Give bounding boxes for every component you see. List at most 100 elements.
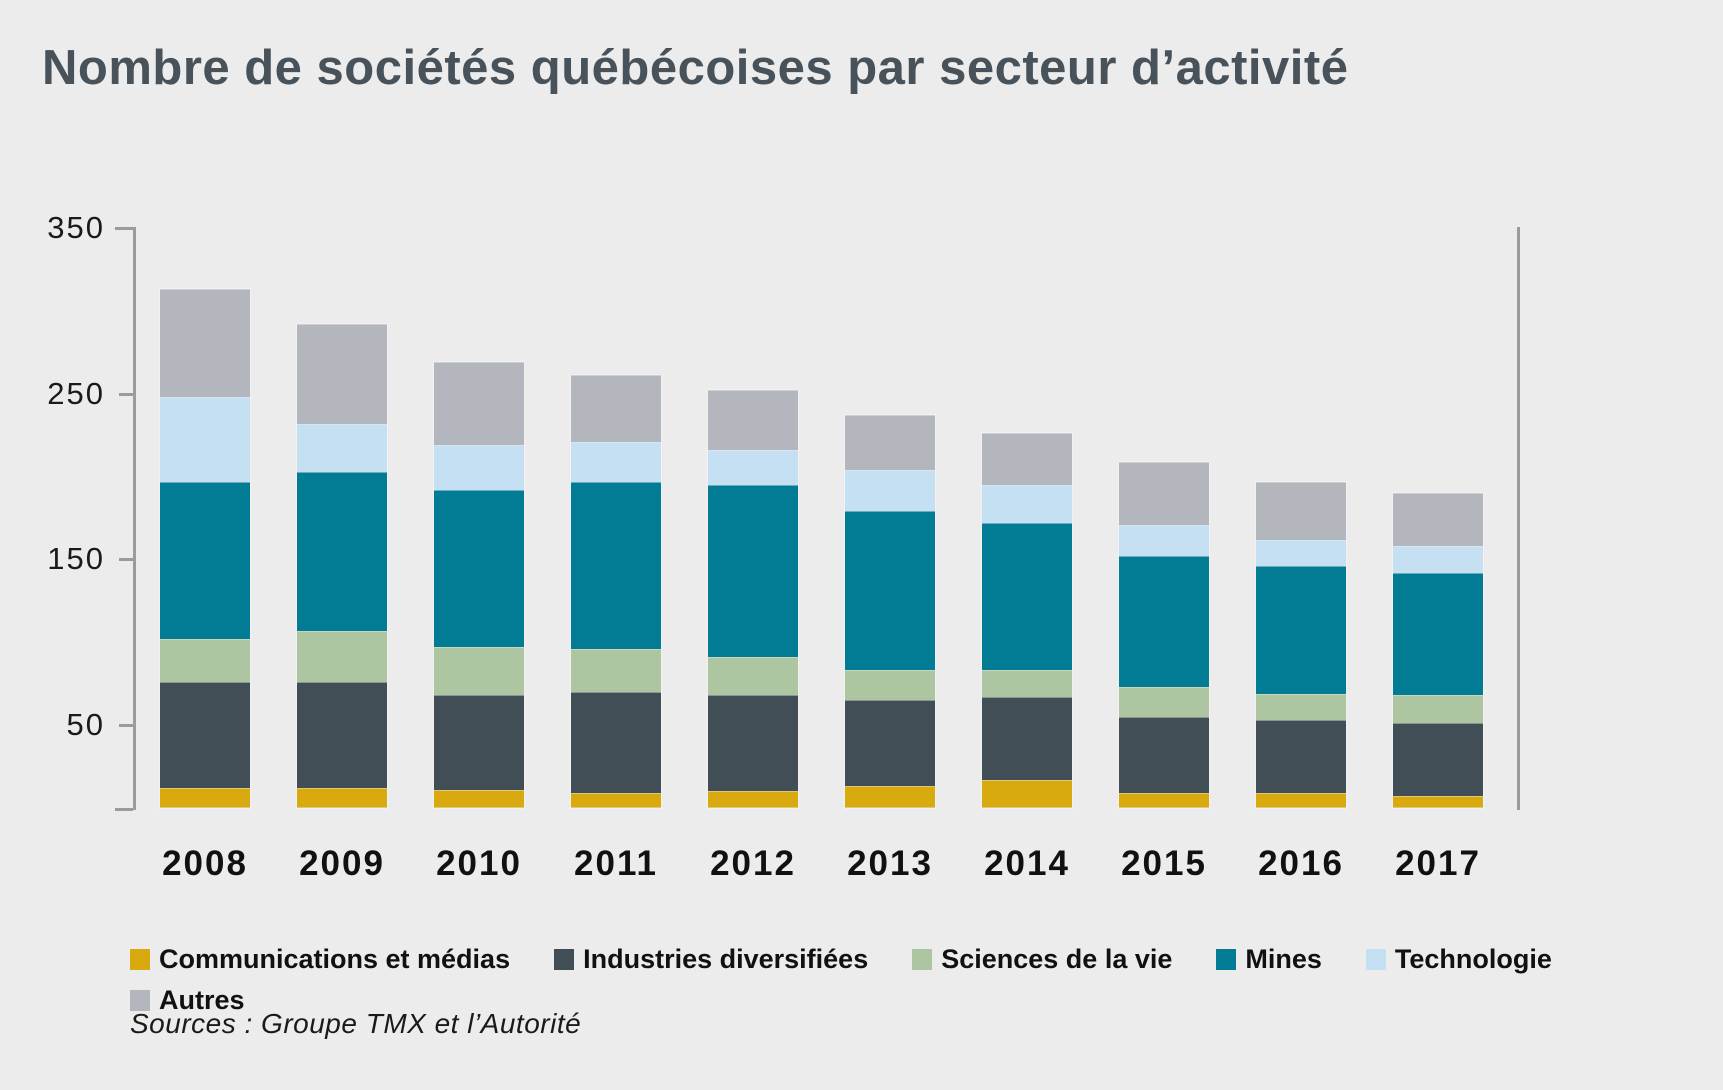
segment-2016-industries-diversifi-es [1256, 720, 1346, 794]
segment-2015-autres [1119, 461, 1209, 525]
source-note: Sources : Groupe TMX et l’Autorité [130, 1008, 582, 1039]
segment-2015-communications-et-m-dias [1119, 793, 1209, 808]
bar-2008 [159, 288, 251, 809]
x-axis-label-2010: 2010 [436, 844, 522, 883]
bar-2015 [1118, 460, 1210, 809]
segment-2017-industries-diversifi-es [1393, 723, 1483, 797]
segment-2009-industries-diversifi-es [297, 682, 387, 789]
legend-swatch-icon [130, 990, 150, 1011]
chart-title: Nombre de sociétés québécoises par secte… [42, 41, 1349, 95]
segment-2017-communications-et-m-dias [1393, 796, 1483, 808]
segment-2010-sciences-de-la-vie [434, 647, 524, 696]
legend-label: Autres [159, 985, 245, 1015]
legend-item-technologie: Technologie [1365, 944, 1552, 975]
bar-2014 [981, 432, 1073, 809]
segment-2017-autres [1393, 493, 1483, 547]
segment-2012-technologie [708, 450, 798, 485]
segment-2011-technologie [571, 441, 661, 482]
segment-2013-autres [845, 415, 935, 470]
legend-swatch-icon [1365, 949, 1386, 970]
x-axis-label-2017: 2017 [1395, 844, 1481, 883]
segment-2009-sciences-de-la-vie [297, 630, 387, 683]
legend-label: Industries diversifiées [583, 944, 869, 974]
segment-2010-mines [434, 489, 524, 648]
segment-2012-communications-et-m-dias [708, 791, 798, 808]
x-axis-label-2015: 2015 [1121, 844, 1207, 883]
segment-2010-communications-et-m-dias [434, 789, 524, 808]
segment-2017-technologie [1393, 546, 1483, 573]
segment-2014-mines [982, 522, 1072, 671]
bar-2010 [433, 361, 525, 809]
y-axis-line [133, 227, 136, 810]
segment-2009-technologie [297, 423, 387, 472]
legend-swatch-icon [1216, 949, 1237, 970]
y-tick-150 [119, 558, 133, 562]
bar-2009 [296, 323, 388, 809]
legend-label: Sciences de la vie [941, 944, 1173, 974]
segment-2013-sciences-de-la-vie [845, 670, 935, 701]
segment-2016-mines [1256, 566, 1346, 694]
x-axis-label-2012: 2012 [710, 844, 796, 883]
bar-2011 [570, 374, 662, 809]
legend-item-mines: Mines [1216, 944, 1322, 975]
segment-2009-communications-et-m-dias [297, 788, 387, 808]
segment-2009-mines [297, 471, 387, 631]
segment-2014-technologie [982, 484, 1072, 523]
y-tick-50 [119, 724, 133, 728]
segment-2015-technologie [1119, 524, 1209, 557]
segment-2016-communications-et-m-dias [1256, 793, 1346, 808]
legend-swatch-icon [912, 949, 933, 970]
segment-2008-communications-et-m-dias [160, 788, 250, 808]
y-axis-baseline-foot [115, 808, 133, 811]
x-axis-label-2009: 2009 [299, 844, 385, 883]
y-tick-350 [115, 227, 133, 230]
segment-2011-industries-diversifi-es [571, 691, 661, 794]
legend-item-sciences-de-la-vie: Sciences de la vie [912, 944, 1172, 975]
legend-item-industries-diversifi-es: Industries diversifiées [554, 944, 868, 975]
x-axis-label-2011: 2011 [574, 844, 658, 883]
x-axis-label-2016: 2016 [1258, 844, 1344, 883]
segment-2012-mines [708, 484, 798, 658]
segment-2013-mines [845, 511, 935, 671]
segment-2011-autres [571, 375, 661, 442]
segment-2016-sciences-de-la-vie [1256, 693, 1346, 721]
segment-2008-mines [160, 481, 250, 639]
segment-2017-sciences-de-la-vie [1393, 695, 1483, 724]
segment-2008-sciences-de-la-vie [160, 638, 250, 683]
segment-2013-communications-et-m-dias [845, 786, 935, 808]
segment-2009-autres [297, 324, 387, 424]
segment-2017-mines [1393, 572, 1483, 696]
segment-2015-industries-diversifi-es [1119, 716, 1209, 794]
bar-2016 [1255, 480, 1347, 809]
y-tick-label-250: 250 [47, 375, 105, 411]
x-axis-label-2008: 2008 [162, 844, 248, 883]
x-axis-label-2013: 2013 [847, 844, 933, 883]
segment-2012-industries-diversifi-es [708, 695, 798, 792]
segment-2010-autres [434, 362, 524, 446]
segment-2016-technologie [1256, 539, 1346, 567]
segment-2014-sciences-de-la-vie [982, 670, 1072, 697]
segment-2012-sciences-de-la-vie [708, 657, 798, 696]
legend-label: Communications et médias [159, 944, 511, 974]
segment-2011-communications-et-m-dias [571, 793, 661, 808]
legend-item-autres: Autres [130, 985, 245, 1016]
legend-swatch-icon [130, 949, 150, 970]
bar-2017 [1392, 492, 1484, 809]
segment-2011-sciences-de-la-vie [571, 648, 661, 692]
segment-2014-autres [982, 433, 1072, 485]
segment-2014-communications-et-m-dias [982, 779, 1072, 808]
segment-2013-technologie [845, 469, 935, 512]
legend-item-communications-et-m-dias: Communications et médias [130, 944, 510, 975]
x-axis-label-2014: 2014 [984, 844, 1070, 883]
segment-2010-technologie [434, 445, 524, 490]
bar-2012 [707, 389, 799, 809]
y-tick-label-350: 350 [47, 210, 105, 245]
legend-label: Mines [1245, 944, 1322, 974]
legend-swatch-icon [554, 949, 575, 970]
y-tick-250 [119, 392, 133, 396]
segment-2008-autres [160, 289, 250, 398]
segment-2012-autres [708, 390, 798, 451]
legend: Communications et médias Industries diver… [130, 944, 1610, 1016]
